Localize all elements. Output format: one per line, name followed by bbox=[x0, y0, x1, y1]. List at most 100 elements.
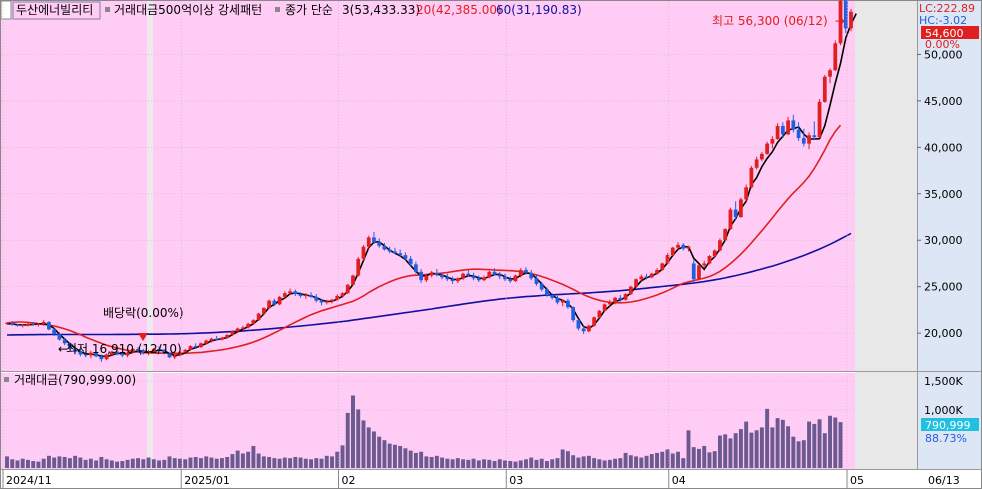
volume-bar bbox=[744, 421, 749, 468]
candle bbox=[204, 339, 209, 345]
candle bbox=[665, 253, 670, 265]
candle-body bbox=[623, 294, 628, 300]
candle bbox=[68, 342, 72, 350]
candle bbox=[309, 292, 313, 298]
volume-tick-label: 1,000K bbox=[924, 404, 963, 417]
candle-body bbox=[183, 349, 188, 352]
volume-bar bbox=[157, 460, 161, 468]
candle bbox=[571, 306, 576, 322]
indicator-name[interactable]: 거래대금500억이상 강세패턴 bbox=[114, 3, 262, 17]
volume-bar bbox=[613, 458, 618, 468]
candle-body bbox=[765, 143, 770, 154]
candle-body bbox=[749, 167, 754, 188]
candle-body bbox=[817, 101, 822, 138]
date-axis bbox=[1, 470, 981, 488]
ma-title[interactable]: 종가 단순 bbox=[285, 3, 333, 17]
candle-body bbox=[801, 138, 806, 144]
volume-bar bbox=[791, 436, 796, 468]
candle bbox=[10, 321, 15, 326]
candle-body bbox=[476, 278, 481, 281]
volume-bars bbox=[5, 395, 843, 468]
candle bbox=[450, 276, 455, 284]
volume-title[interactable]: 거래대금(790,999.00) bbox=[14, 373, 136, 387]
candle bbox=[298, 292, 303, 298]
volume-bar bbox=[235, 450, 240, 468]
candle-body bbox=[843, 0, 848, 29]
candle bbox=[5, 321, 9, 325]
candle-body bbox=[796, 129, 801, 139]
volume-pct-label: 88.73% bbox=[925, 432, 967, 445]
candle bbox=[649, 272, 654, 279]
candle-body bbox=[723, 229, 728, 241]
candle bbox=[288, 288, 292, 296]
volume-bar bbox=[434, 455, 439, 468]
ma-bullet-icon bbox=[275, 7, 280, 12]
candle bbox=[340, 292, 345, 298]
candle-body bbox=[759, 153, 764, 160]
candle bbox=[828, 68, 832, 84]
candle-body bbox=[728, 209, 733, 230]
candle-body bbox=[529, 272, 534, 279]
candle-body bbox=[628, 286, 633, 295]
candle bbox=[272, 298, 277, 307]
candle-body bbox=[807, 135, 811, 144]
volume-bar bbox=[497, 459, 502, 468]
candle-body bbox=[492, 271, 497, 275]
volume-bar bbox=[219, 458, 224, 468]
candlesticks bbox=[5, 0, 853, 362]
candle bbox=[728, 207, 733, 231]
volume-bar bbox=[104, 459, 109, 468]
volume-bar bbox=[602, 460, 607, 468]
candle bbox=[754, 156, 759, 170]
candle-body bbox=[613, 297, 617, 303]
volume-panel[interactable] bbox=[1, 373, 855, 469]
candle-body bbox=[786, 120, 790, 135]
volume-bar bbox=[366, 427, 371, 468]
stock-name[interactable]: 두산에너빌리티 bbox=[16, 3, 93, 17]
candle-body bbox=[225, 334, 230, 338]
volume-bar bbox=[340, 445, 345, 468]
price-tick-label: 45,000 bbox=[924, 95, 963, 108]
volume-bar bbox=[57, 456, 62, 468]
candle-body bbox=[309, 295, 313, 297]
volume-bar bbox=[812, 423, 817, 468]
candle-body bbox=[566, 300, 570, 308]
candle-body bbox=[833, 43, 838, 71]
candle bbox=[251, 319, 256, 325]
candle-body bbox=[670, 247, 675, 256]
candle bbox=[15, 323, 20, 327]
candle bbox=[330, 298, 334, 304]
candle-body bbox=[288, 291, 292, 294]
candle-body bbox=[581, 328, 586, 332]
candle bbox=[78, 348, 83, 357]
candle bbox=[838, 0, 843, 46]
candle bbox=[209, 337, 214, 343]
date-tick-label: 2024/11 bbox=[6, 474, 52, 487]
ma3-legend: 3(53,433.33) bbox=[342, 3, 420, 17]
volume-bar bbox=[670, 453, 675, 468]
volume-bar bbox=[178, 458, 182, 468]
candle-body bbox=[382, 245, 387, 250]
candle bbox=[744, 184, 749, 202]
candle-body bbox=[471, 275, 476, 279]
volume-bar bbox=[628, 455, 633, 468]
candle-body bbox=[88, 352, 93, 356]
candle bbox=[770, 136, 775, 149]
candle bbox=[445, 273, 450, 282]
candle-body bbox=[272, 300, 277, 305]
candle bbox=[655, 268, 659, 275]
candle bbox=[618, 295, 623, 302]
candle bbox=[702, 260, 707, 269]
candle bbox=[639, 274, 644, 282]
candle bbox=[256, 312, 261, 322]
candle bbox=[822, 74, 827, 103]
window-toggle[interactable] bbox=[0, 0, 12, 20]
volume-bar bbox=[482, 459, 487, 468]
candle bbox=[503, 273, 507, 282]
indicator-bullet-icon bbox=[105, 7, 110, 12]
candle-body bbox=[5, 322, 9, 324]
volume-bar bbox=[188, 457, 193, 468]
stock-name-box bbox=[12, 1, 101, 20]
volume-bar bbox=[623, 452, 628, 468]
candle bbox=[356, 256, 361, 277]
